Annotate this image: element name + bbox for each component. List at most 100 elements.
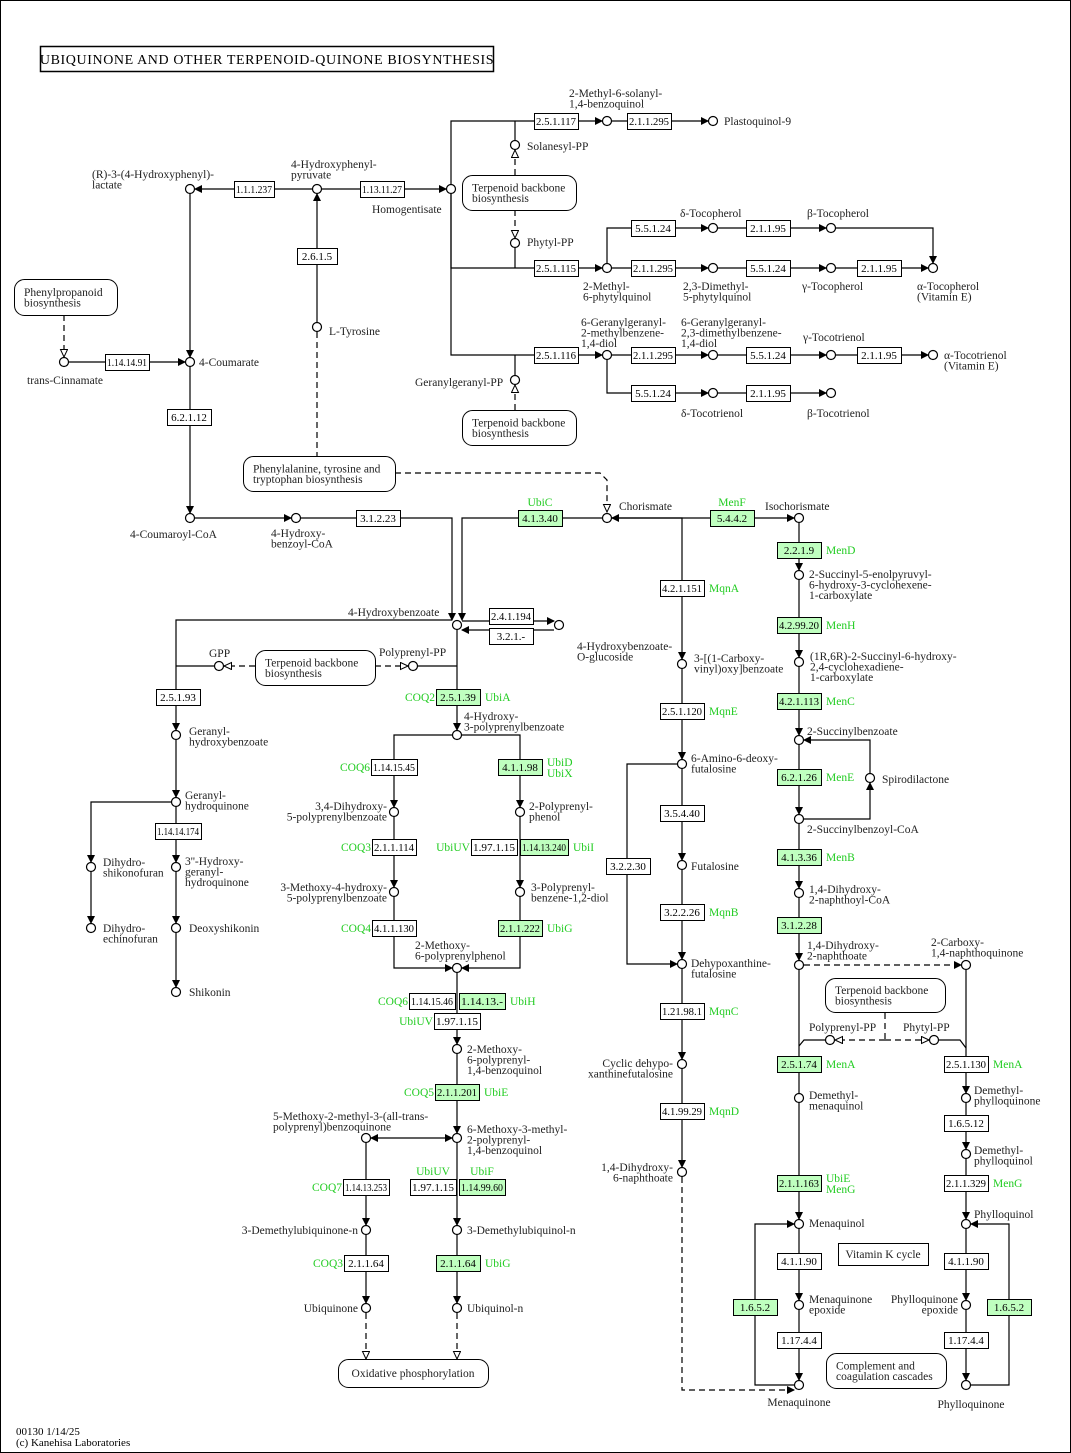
enzyme-4-1-1-90[interactable]: 4.1.1.90	[944, 1253, 989, 1270]
compound[interactable]: β-Tocotrienol	[807, 387, 870, 421]
ec-number[interactable]: 1.6.5.2	[740, 1302, 770, 1314]
enzyme-2-6-1-5[interactable]: 2.6.1.5	[297, 248, 338, 265]
ec-number[interactable]: 1.6.5.12	[948, 1118, 984, 1130]
compound[interactable]: Demethyl-phylloquinone	[960, 1085, 1041, 1108]
ec-number[interactable]: 2.1.1.114	[374, 842, 414, 854]
compound-label[interactable]: γ-Tocopherol	[801, 281, 863, 293]
compound-label[interactable]: L-Tyrosine	[329, 326, 380, 338]
enzyme-box[interactable]	[436, 1255, 481, 1272]
compound-node[interactable]	[793, 569, 805, 581]
compound[interactable]: 6-Amino-6-deoxy-futalosine	[676, 753, 779, 776]
pathway-map-link[interactable]: Phenylalanine, tyrosine and tryptophan bi…	[243, 456, 396, 492]
ec-number[interactable]: 2.1.1.64	[440, 1258, 476, 1270]
compound-node[interactable]	[451, 619, 463, 631]
compound[interactable]: Plastoquinol-9	[707, 115, 792, 128]
enzyme-1-6-5-12[interactable]: 1.6.5.12	[944, 1115, 989, 1132]
enzyme-2-1-1-295[interactable]: 2.1.1.295	[631, 347, 676, 364]
compound[interactable]: Polyprenyl-PP	[809, 1022, 876, 1046]
pathway-map-link[interactable]: Oxidative phosphorylation	[338, 1359, 489, 1388]
map-label[interactable]: Phenylalanine, tyrosine and tryptophan bi…	[253, 463, 381, 486]
ec-number[interactable]: 2.1.1.64	[348, 1258, 384, 1270]
map-label[interactable]: Complement and coagulation cascades	[836, 1360, 933, 1383]
compound-node[interactable]	[960, 1299, 972, 1311]
compound-label[interactable]: Geranyl-hydroxybenzoate	[189, 726, 268, 749]
ec-number[interactable]: 2.1.1.329	[946, 1178, 986, 1190]
ec-number[interactable]: 5.5.1.24	[635, 388, 671, 400]
enzyme-box[interactable]	[777, 1332, 822, 1349]
enzyme-1-14-13-240[interactable]: 1.14.13.240 UbiI	[520, 839, 595, 856]
gene-label[interactable]: MqnE	[709, 706, 738, 718]
ec-number[interactable]: 3.2.2.26	[664, 907, 700, 919]
compound[interactable]: Dihydro-echinofuran	[85, 922, 159, 946]
ec-number[interactable]: 1.21.98.1	[662, 1006, 702, 1018]
map-label[interactable]: Terpenoid backbone biosynthesis	[265, 657, 358, 680]
enzyme-5-5-1-24[interactable]: 5.5.1.24	[746, 260, 791, 277]
enzyme-box[interactable]	[631, 260, 676, 277]
compound[interactable]: 2-Methyl-6-phytylquinol	[583, 262, 651, 304]
gene-label[interactable]: COQ4	[341, 923, 371, 935]
enzyme-1-14-13--[interactable]: 1.14.13.- UbiH	[459, 993, 536, 1010]
compound-label[interactable]: Polyprenyl-PP	[379, 647, 446, 659]
gene-label[interactable]: MenG	[993, 1178, 1022, 1190]
compound-node[interactable]	[85, 861, 97, 873]
compound-label[interactable]: 1,4-Dihydroxy-2-naphthoate	[807, 940, 879, 963]
gene-label[interactable]: COQ5	[404, 1087, 434, 1099]
compound-node[interactable]	[388, 806, 400, 818]
gene-label[interactable]: UbiC	[528, 497, 553, 509]
ec-number[interactable]: 4.1.1.98	[502, 762, 538, 774]
ec-number[interactable]: 1.97.1.15	[436, 1016, 479, 1028]
compound-label[interactable]: Menaquinol	[809, 1218, 865, 1230]
gene-label[interactable]: UbiE	[484, 1087, 508, 1099]
compound-node[interactable]	[825, 387, 837, 399]
compound-node[interactable]	[184, 183, 196, 195]
compound-label[interactable]: Plastoquinol-9	[724, 116, 791, 128]
compound-label[interactable]: 4-Hydroxy-benzoyl-CoA	[271, 528, 334, 551]
compound-node[interactable]	[793, 656, 805, 668]
compound[interactable]: 2-Succinyl-5-enolpyruvyl-6-hydroxy-3-cyc…	[793, 569, 932, 602]
compound-node[interactable]	[184, 512, 196, 524]
compound-label[interactable]: 2-Succinylbenzoyl-CoA	[807, 824, 919, 836]
compound[interactable]: Menaquinone	[767, 1379, 831, 1410]
compound[interactable]: γ-Tocopherol	[801, 262, 863, 294]
map-box[interactable]	[338, 1359, 489, 1388]
enzyme-box[interactable]	[534, 260, 579, 277]
compound[interactable]: Geranyl-hydroxybenzoate	[170, 726, 269, 749]
enzyme-box[interactable]	[167, 409, 212, 426]
compound-node[interactable]	[927, 262, 939, 274]
compound[interactable]: Demethyl-menaquinol	[793, 1090, 864, 1113]
enzyme-3-1-2-28[interactable]: 3.1.2.28	[777, 917, 822, 934]
compound[interactable]: Phytyl-PP	[903, 1022, 950, 1046]
ec-number[interactable]: 1.14.13.253	[345, 1182, 387, 1194]
enzyme-4-1-99-29[interactable]: 4.1.99.29 MqnD	[660, 1103, 740, 1120]
compound[interactable]: δ-Tocopherol	[680, 208, 741, 234]
compound-label[interactable]: Phytyl-PP	[903, 1022, 950, 1034]
compound[interactable]: Futalosine	[676, 859, 739, 874]
compound-label[interactable]: β-Tocopherol	[807, 208, 869, 220]
enzyme-5-5-1-24[interactable]: 5.5.1.24	[631, 220, 676, 237]
compound[interactable]: 2-Polyprenyl-phenol	[514, 801, 594, 824]
compound-label[interactable]: 4-Coumarate	[199, 357, 259, 369]
gene-label[interactable]: UbiUV	[436, 842, 471, 854]
compound-node[interactable]	[824, 1034, 836, 1046]
compound-label[interactable]: 2-Methyl-6-phytylquinol	[583, 281, 651, 304]
map-label[interactable]: Phenylpropanoid biosynthesis	[24, 287, 103, 310]
compound-label[interactable]: Solanesyl-PP	[527, 141, 588, 153]
compound-label[interactable]: β-Tocotrienol	[807, 408, 870, 420]
enzyme-box[interactable]	[777, 1056, 822, 1073]
gene-label[interactable]: UbiX	[547, 768, 573, 780]
compound-label[interactable]: γ-Tocotrienol	[802, 332, 865, 344]
enzyme-2-5-1-39[interactable]: 2.5.1.39 COQ2 UbiA	[405, 689, 511, 706]
compound[interactable]: 4-Coumarate	[184, 356, 260, 369]
compound-label[interactable]: Dihydro-shikonofuran	[103, 857, 164, 880]
compound[interactable]: (R)-3-(4-Hydroxyphenyl)-lactate	[92, 169, 214, 195]
ec-number[interactable]: 4.1.1.90	[948, 1256, 984, 1268]
ec-number[interactable]: 1.14.15.45	[373, 762, 415, 774]
gene-label[interactable]: MenC	[826, 696, 855, 708]
compound-label[interactable]: 3-[(1-Carboxy-vinyl)oxy]benzoate	[694, 653, 783, 676]
compound-node[interactable]	[707, 262, 719, 274]
enzyme-1-14-99-60[interactable]: 1.14.99.60 UbiF	[459, 1166, 506, 1196]
enzyme-3-5-4-40[interactable]: 3.5.4.40	[660, 805, 705, 822]
